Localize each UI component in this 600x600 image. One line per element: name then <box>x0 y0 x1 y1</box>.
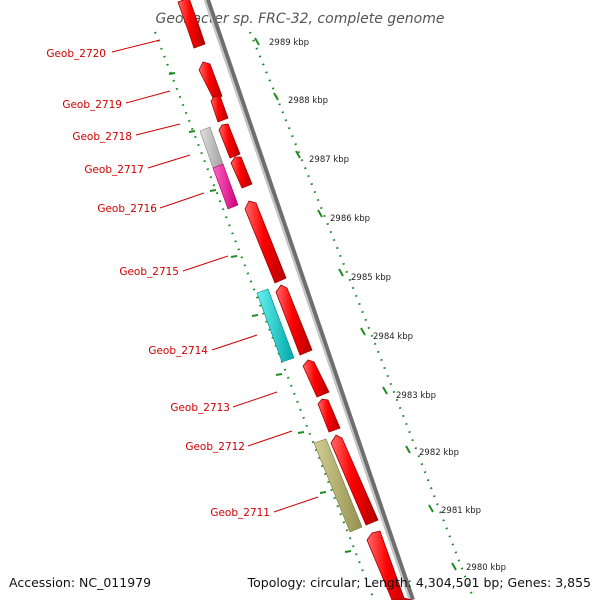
inner-tick <box>297 431 305 434</box>
gene-arrow <box>198 61 223 101</box>
gene-arrow <box>302 359 330 398</box>
leader-line <box>232 391 278 408</box>
gene-label-geob-2716: Geob_2716 <box>97 203 157 215</box>
leader-line <box>182 255 229 272</box>
forward-genes <box>177 0 413 600</box>
gene-label-geob-2715: Geob_2715 <box>119 266 179 278</box>
kbp-tick <box>382 386 388 395</box>
leader-line <box>211 334 258 351</box>
inner-ruler <box>153 31 376 600</box>
kbp-label: 2984 kbp <box>373 332 413 342</box>
leader-line <box>147 154 191 169</box>
kbp-label: 2983 kbp <box>396 391 436 401</box>
gene-label-geob-2713: Geob_2713 <box>170 402 230 414</box>
inner-tick <box>344 550 352 553</box>
inner-tick <box>251 314 259 317</box>
kbp-label: 2982 kbp <box>419 448 459 458</box>
kbp-label: 2985 kbp <box>351 273 391 283</box>
gene-arrow <box>218 123 241 159</box>
gene-arrow <box>275 284 313 356</box>
map-title: Geobacter sp. FRC-32, complete genome <box>156 11 445 27</box>
kbp-tick <box>405 445 411 454</box>
feature-cyan <box>256 288 295 363</box>
gene-label-geob-2720: Geob_2720 <box>46 48 106 60</box>
gene-arrow <box>317 398 341 433</box>
backbone <box>204 0 415 600</box>
kbp-label: 2980 kbp <box>466 563 506 573</box>
gene-label-geob-2712: Geob_2712 <box>185 441 245 453</box>
genome-summary-text: Topology: circular; Length: 4,304,501 bp… <box>247 575 591 590</box>
kbp-tick <box>360 327 366 336</box>
label-leaders <box>111 39 319 513</box>
kbp-tick <box>428 504 434 513</box>
gene-arrow <box>366 530 413 600</box>
gene-label-geob-2717: Geob_2717 <box>84 164 144 176</box>
kbp-tick <box>317 209 323 218</box>
kbp-labels: 2989 kbp 2988 kbp 2987 kbp 2986 kbp 2985… <box>269 38 506 573</box>
kbp-label: 2986 kbp <box>330 214 370 224</box>
feature-magenta <box>212 163 239 210</box>
gene-arrow <box>244 200 287 284</box>
gene-label-geob-2718: Geob_2718 <box>72 131 132 143</box>
leader-line <box>125 90 171 104</box>
kbp-label: 2981 kbp <box>441 506 481 516</box>
kbp-label: 2989 kbp <box>269 38 309 48</box>
gene-label-geob-2719: Geob_2719 <box>62 99 122 111</box>
gene-label-geob-2714: Geob_2714 <box>148 345 208 357</box>
kbp-tick <box>295 150 301 159</box>
feature-olive <box>313 438 363 533</box>
leader-line <box>273 496 319 513</box>
backbone-shadow <box>204 0 415 600</box>
backbone-highlight <box>204 0 411 600</box>
kbp-tick <box>273 92 279 101</box>
accession-text: Accession: NC_011979 <box>9 575 151 590</box>
leader-line <box>159 192 205 209</box>
kbp-tick <box>338 268 344 277</box>
inner-tick <box>168 72 176 75</box>
kbp-label: 2987 kbp <box>309 155 349 165</box>
outer-ruler <box>248 31 476 600</box>
inner-tick <box>319 491 327 494</box>
kbp-label: 2988 kbp <box>288 96 328 106</box>
leader-line <box>247 430 293 447</box>
leader-line <box>135 123 181 136</box>
inner-tick <box>230 255 238 258</box>
inner-tick <box>209 189 217 192</box>
leader-line <box>111 39 161 53</box>
inner-tick <box>188 130 196 133</box>
gene-label-geob-2711: Geob_2711 <box>210 507 270 519</box>
inner-tick <box>275 373 283 376</box>
gene-labels: Geob_2720 Geob_2719 Geob_2718 Geob_2717 … <box>46 48 270 519</box>
reverse-features <box>199 126 363 533</box>
gene-arrow <box>330 434 379 526</box>
gene-arrow <box>177 0 206 49</box>
gene-arrow <box>230 156 253 189</box>
kbp-tick <box>254 37 260 46</box>
kbp-tick <box>451 562 457 571</box>
gene-arrow <box>210 95 229 123</box>
feature-grey <box>199 126 224 169</box>
